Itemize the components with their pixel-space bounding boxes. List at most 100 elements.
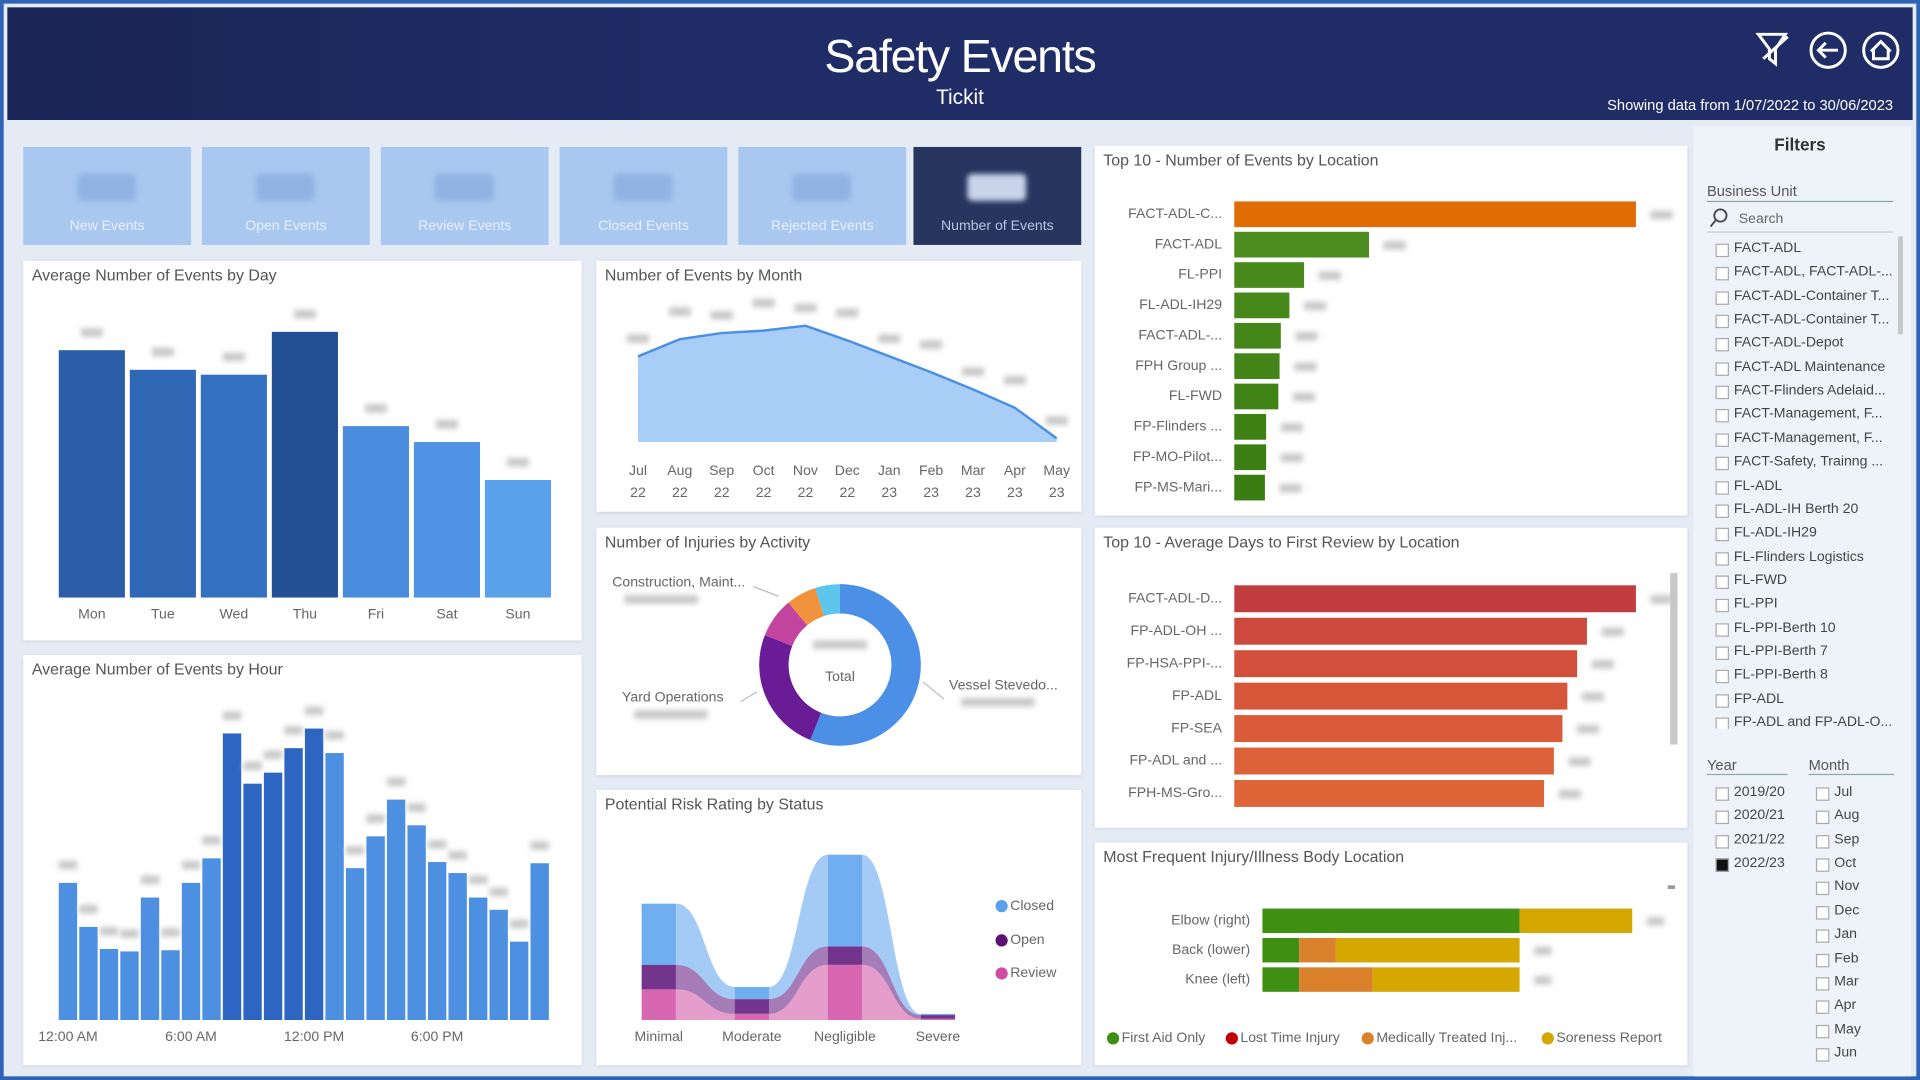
blurred-data-label: [243, 761, 262, 771]
checkbox[interactable]: [1815, 834, 1830, 849]
checkbox[interactable]: [1815, 1000, 1830, 1015]
blurred-data-label: [1534, 946, 1552, 956]
checkbox[interactable]: [1715, 551, 1729, 566]
item-label: FL-PPI-Berth 10: [1733, 620, 1836, 636]
y-tick-label: FP-SEA: [1171, 719, 1222, 735]
ribbon-column: [827, 964, 863, 1021]
item-label: 2019/20: [1733, 784, 1785, 800]
chart-panel: Average Number of Events by Day Mon Tue Wed…: [23, 260, 582, 641]
kpi-card[interactable]: Closed Events: [559, 146, 728, 245]
checkbox[interactable]: [1715, 362, 1729, 376]
bar-segment: [1335, 937, 1520, 963]
blurred-data-label: [325, 731, 344, 740]
checkbox[interactable]: [1715, 811, 1729, 825]
home-icon[interactable]: [1862, 31, 1900, 69]
scrollbar[interactable]: [1897, 236, 1903, 335]
checkbox[interactable]: [1815, 882, 1830, 896]
checkbox[interactable]: [1815, 1048, 1830, 1062]
ribbon-column: [827, 946, 863, 965]
item-label: Jun: [1834, 1045, 1857, 1061]
checkbox[interactable]: [1715, 622, 1729, 637]
blurred-data-label: [366, 814, 385, 823]
checkbox[interactable]: [1715, 717, 1729, 729]
donut-slice: [815, 584, 841, 616]
item-label: Mar: [1834, 974, 1859, 990]
checkbox[interactable]: [1815, 1024, 1830, 1038]
blurred-data-label: [961, 697, 1035, 707]
chart: Elbow (right) Back (lower) Knee (left) Firs…: [1106, 885, 1676, 1045]
checkbox[interactable]: [1815, 953, 1830, 967]
ribbon-column: [641, 964, 676, 990]
item-label: FACT-Flinders Adelaid...: [1733, 383, 1886, 399]
item-label: Nov: [1834, 879, 1860, 895]
chart-title: Number of Events by Month: [604, 265, 803, 285]
checkbox[interactable]: [1715, 480, 1729, 495]
blurred-data-label: [489, 887, 508, 897]
legend-dot: [995, 967, 1008, 980]
checkbox[interactable]: [1715, 267, 1729, 281]
scrollbar[interactable]: [1670, 573, 1678, 745]
checkbox[interactable]: [1715, 670, 1729, 684]
x-tick-label: Aug: [667, 462, 692, 478]
y-tick-label: FPH-MS-Gro...: [1128, 784, 1222, 800]
x-tick-label: Jan: [878, 462, 901, 478]
clear-filters-icon[interactable]: [1755, 32, 1789, 67]
checkbox[interactable]: [1715, 787, 1729, 801]
donut-slice: [788, 588, 825, 626]
blurred-data-label: [202, 836, 221, 845]
kpi-card[interactable]: Review Events: [380, 146, 549, 245]
chart-title: Average Number of Events by Hour: [31, 660, 283, 679]
checkbox[interactable]: [1715, 575, 1729, 589]
back-icon[interactable]: [1809, 31, 1847, 69]
bar: [304, 728, 324, 1021]
checkbox[interactable]: [1715, 646, 1729, 660]
checkbox[interactable]: [1815, 976, 1830, 991]
checkbox[interactable]: [1715, 314, 1729, 329]
y-tick-label: FL-PPI: [1178, 266, 1222, 282]
checkbox[interactable]: [1715, 409, 1729, 423]
y-tick-label: FP-MS-Mari...: [1134, 478, 1222, 494]
checkbox[interactable]: [1815, 905, 1830, 920]
checkbox[interactable]: [1715, 243, 1729, 258]
checkbox[interactable]: [1715, 504, 1729, 518]
leader-line: [752, 585, 779, 597]
checkbox[interactable]: [1715, 385, 1729, 400]
header-subtitle: Tickit: [936, 85, 984, 109]
checkbox[interactable]: [1715, 527, 1729, 542]
kpi-card[interactable]: New Events: [23, 146, 192, 245]
kpi-card[interactable]: Rejected Events: [738, 146, 907, 245]
kpi-card[interactable]: Number of Events: [913, 146, 1082, 245]
item-label: Feb: [1834, 950, 1859, 966]
checkbox[interactable]: [1715, 291, 1729, 305]
blurred-data-label: [836, 308, 859, 318]
chart-panel: Average Number of Events by Hour 12:00 AM…: [23, 655, 582, 1066]
checkbox[interactable]: [1715, 693, 1729, 708]
checkbox[interactable]: [1715, 456, 1729, 471]
blurred-data-label: [634, 710, 708, 719]
checkbox[interactable]: [1715, 338, 1729, 352]
blurred-data-label: [1295, 332, 1318, 341]
blurred-data-label: [878, 334, 901, 343]
kpi-card[interactable]: Open Events: [202, 146, 370, 245]
blurred-data-label: [626, 334, 649, 343]
slicer-header: Business Unit: [1706, 182, 1894, 203]
checkbox[interactable]: [1715, 858, 1729, 872]
checkbox[interactable]: [1815, 811, 1830, 825]
checkbox[interactable]: [1815, 787, 1830, 801]
blurred-data-label: [222, 711, 242, 721]
item-label: Aug: [1834, 808, 1860, 824]
x-tick-label: 22: [630, 484, 646, 500]
legend-label: Review: [1010, 964, 1057, 980]
icon-shape: [1809, 31, 1847, 69]
scrollbar[interactable]: [1667, 885, 1676, 889]
search-box[interactable]: Search: [1706, 207, 1894, 233]
checkbox[interactable]: [1815, 929, 1830, 944]
legend-dot: [1225, 1032, 1238, 1045]
checkbox[interactable]: [1715, 834, 1729, 849]
blurred-data-label: [1650, 210, 1673, 220]
checkbox[interactable]: [1815, 858, 1830, 872]
item-label: Dec: [1834, 903, 1860, 919]
checkbox[interactable]: [1715, 433, 1729, 447]
checkbox[interactable]: [1715, 599, 1729, 613]
blurred-data-label: [1383, 240, 1406, 250]
